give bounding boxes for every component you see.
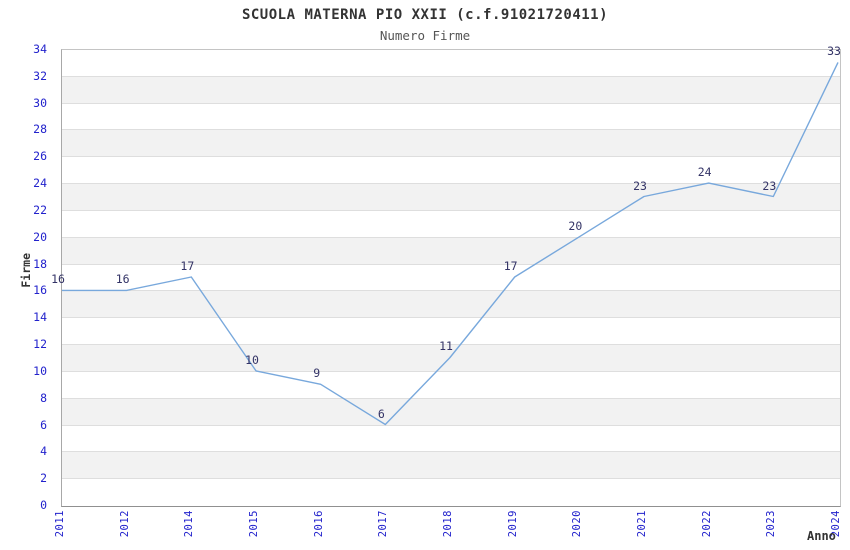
plot-area [61, 49, 841, 507]
y-tick-label: 6 [40, 417, 47, 432]
point-value-label: 16 [115, 272, 130, 287]
x-tick-label: 2018 [442, 510, 454, 538]
point-value-label: 23 [633, 178, 647, 193]
y-tick-label: 8 [40, 390, 47, 405]
y-tick-label: 18 [33, 256, 47, 271]
gridline [62, 102, 840, 104]
point-value-label: 9 [313, 366, 321, 381]
gridline [62, 397, 840, 399]
y-tick-label: 4 [40, 444, 47, 459]
gridline [62, 209, 840, 211]
point-value-label: 6 [377, 406, 385, 421]
x-axis-label: Anno [807, 529, 836, 543]
y-tick-label: 26 [33, 149, 47, 164]
x-tick-label: 2011 [54, 510, 66, 538]
gridline [62, 183, 840, 185]
gridline [62, 156, 840, 158]
x-tick-label: 2017 [377, 510, 390, 538]
point-value-label: 20 [568, 218, 583, 233]
y-tick-label: 24 [33, 176, 47, 191]
plot-band [62, 184, 840, 211]
x-tick-label: 2012 [118, 510, 131, 538]
y-tick-label: 22 [33, 202, 47, 217]
chart-title: SCUOLA MATERNA PIO XXII (c.f.91021720411… [241, 7, 609, 23]
plot-band [62, 291, 840, 319]
point-value-label: 23 [762, 178, 777, 193]
x-tick-label: 2020 [571, 510, 584, 538]
y-tick-label: 30 [33, 95, 47, 110]
x-tick-label: 2014 [183, 510, 196, 538]
y-tick-label: 12 [33, 337, 47, 352]
gridline [62, 424, 840, 426]
gridline [62, 317, 840, 319]
plot-band [62, 76, 840, 104]
gridline [62, 129, 840, 131]
x-tick-label: 2016 [312, 510, 325, 538]
point-value-label: 17 [180, 259, 195, 273]
y-tick-label: 34 [33, 42, 47, 56]
y-tick-label: 28 [33, 122, 47, 137]
y-tick-label: 16 [33, 283, 47, 298]
y-tick-label: 0 [40, 498, 47, 512]
gridline [62, 478, 840, 480]
point-value-label: 17 [503, 259, 518, 273]
y-tick-label: 32 [33, 68, 47, 83]
x-tick-label: 2015 [248, 510, 260, 538]
gridline [62, 370, 840, 372]
plot-band [62, 452, 840, 480]
point-value-label: 11 [439, 339, 453, 354]
x-tick-label: 2022 [700, 510, 713, 538]
plot-band [62, 398, 840, 426]
plot-band [62, 130, 840, 158]
gridline [62, 290, 840, 292]
gridline [62, 236, 840, 238]
gridline [62, 75, 840, 77]
point-value-label: 24 [697, 165, 712, 180]
x-tick-label: 2023 [765, 510, 778, 538]
x-tick-label: 2021 [636, 510, 648, 538]
chart-subtitle: Numero Firme [379, 28, 471, 43]
y-tick-label: 20 [33, 229, 47, 244]
point-value-label: 10 [245, 352, 259, 367]
gridline [62, 451, 840, 453]
point-value-label: 33 [827, 44, 841, 59]
y-tick-label: 10 [33, 363, 47, 378]
y-tick-label: 14 [33, 310, 47, 325]
point-value-label: 16 [51, 272, 65, 287]
y-tick-label: 2 [40, 471, 47, 486]
x-tick-label: 2019 [506, 510, 519, 538]
